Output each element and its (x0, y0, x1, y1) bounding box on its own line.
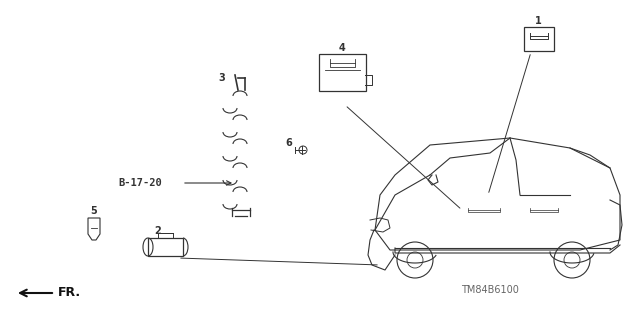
Text: TM84B6100: TM84B6100 (461, 285, 519, 295)
Text: 6: 6 (285, 138, 292, 148)
Text: 3: 3 (219, 73, 225, 83)
Text: 4: 4 (339, 43, 346, 53)
Text: B-17-20: B-17-20 (118, 178, 162, 188)
Text: 5: 5 (91, 206, 97, 216)
Text: 1: 1 (534, 16, 541, 26)
Text: 2: 2 (155, 226, 161, 236)
Text: FR.: FR. (58, 286, 81, 300)
